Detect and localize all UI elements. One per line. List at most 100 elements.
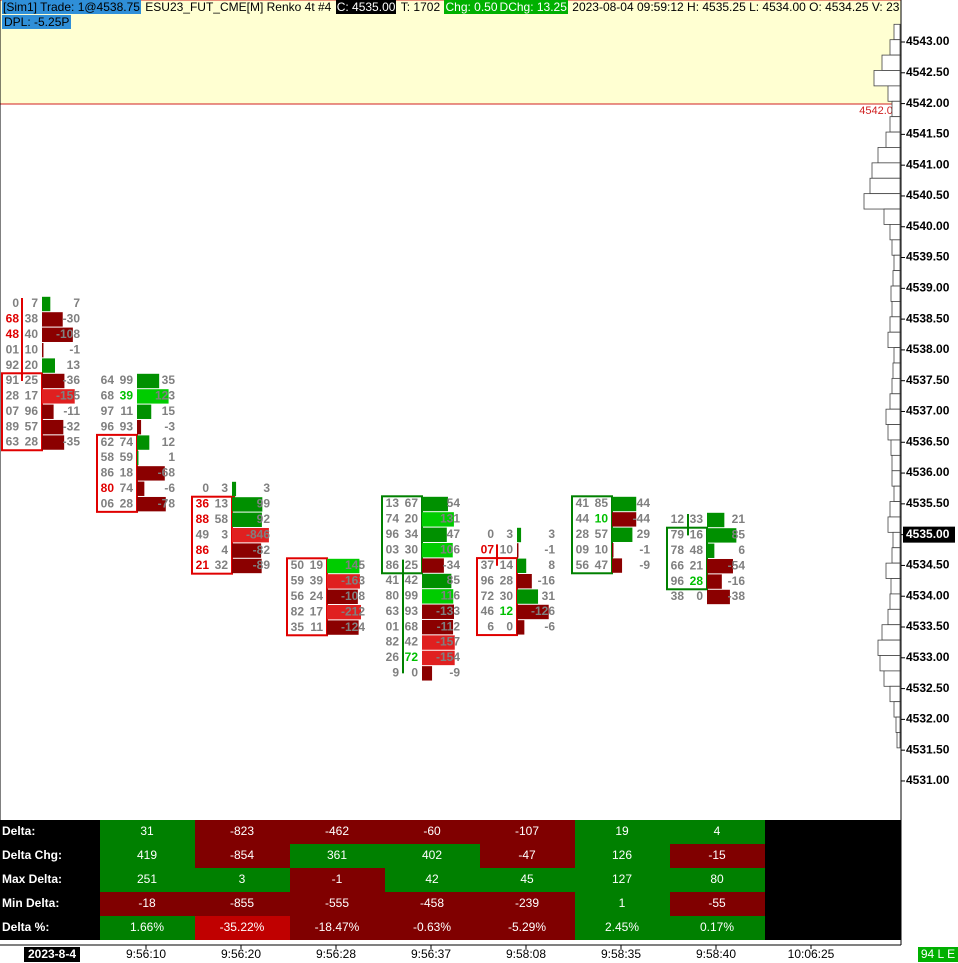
bid: 68	[6, 312, 20, 326]
volume-profile	[893, 347, 901, 364]
stats-cell	[290, 820, 385, 844]
bid: 56	[291, 589, 305, 603]
stats-value: 4	[714, 824, 721, 838]
bid: 6	[487, 620, 494, 634]
bid: 96	[481, 573, 495, 587]
delta-bar	[137, 450, 139, 466]
stats-label: Min Delta:	[2, 896, 59, 910]
delta-bar	[422, 542, 453, 558]
delta: -9	[639, 558, 650, 572]
delta-bar	[327, 604, 361, 620]
delta: 8	[548, 558, 555, 572]
volume-profile	[889, 501, 901, 518]
stats-value: 419	[137, 848, 157, 862]
volume-profile	[891, 377, 901, 395]
stats-cell	[575, 844, 670, 868]
bid: 0	[202, 481, 209, 495]
ask: 58	[215, 512, 229, 526]
delta: -89	[253, 558, 271, 572]
price-zone	[0, 0, 902, 105]
bid: 07	[6, 404, 20, 418]
time-label: 9:56:10	[126, 947, 166, 961]
bid: 96	[386, 527, 400, 541]
volume-profile	[887, 608, 901, 626]
volume-profile	[893, 701, 901, 718]
stats-value: -0.63%	[413, 920, 451, 934]
ask: 34	[405, 527, 419, 541]
stats-cell	[575, 868, 670, 892]
delta: -1	[69, 342, 80, 356]
stats-cell	[290, 892, 385, 916]
delta: -212	[341, 604, 365, 618]
volume-profile	[893, 254, 901, 272]
ask: 39	[120, 389, 134, 403]
price-label: 4536.00	[906, 465, 950, 479]
volume-profile	[889, 316, 901, 333]
change: Chg: 0.50	[444, 0, 499, 14]
volume-profile	[887, 424, 901, 441]
bid: 63	[6, 435, 20, 449]
delta: -16	[728, 574, 746, 588]
delta: 106	[440, 542, 460, 556]
delta-bar	[517, 527, 522, 543]
price-label: 4539.50	[906, 250, 950, 264]
stats-cell	[575, 916, 670, 940]
ask: 85	[595, 496, 609, 510]
bid: 09	[576, 542, 590, 556]
ask: 3	[221, 527, 228, 541]
bid: 96	[101, 419, 115, 433]
stats-cell	[480, 820, 575, 844]
info: 2023-08-04 09:59:12 H: 4535.25 L: 4534.0…	[572, 0, 900, 14]
delta-bar	[42, 419, 64, 435]
stats-value: -854	[230, 848, 254, 862]
bid: 92	[6, 358, 20, 372]
delta-bar	[707, 528, 737, 543]
price-label: 4533.00	[906, 650, 950, 664]
status: 94 L E	[918, 947, 958, 962]
volume-profile	[896, 732, 901, 749]
delta-bar	[517, 543, 519, 558]
stats-cell	[480, 892, 575, 916]
volume-profile	[891, 301, 901, 318]
price-label: 4534.50	[906, 558, 950, 572]
volume-profile	[890, 578, 901, 595]
delta: -9	[449, 666, 460, 680]
delta: 145	[345, 558, 365, 572]
stats-value: -823	[230, 824, 254, 838]
delta: -68	[158, 466, 176, 480]
delta-bar	[42, 327, 73, 342]
delta-bar	[232, 497, 263, 512]
delta-bar	[137, 419, 142, 435]
delta-bar	[137, 389, 169, 404]
volume-profile	[895, 716, 901, 733]
delta: 85	[732, 528, 746, 542]
delta: -163	[341, 574, 365, 588]
trades: T: 1702	[400, 0, 441, 14]
ask: 48	[690, 543, 704, 557]
volume-profile	[877, 639, 901, 656]
volume-profile	[873, 70, 901, 87]
delta-bar	[612, 512, 637, 527]
volume-profile	[891, 239, 901, 256]
ask: 11	[120, 404, 133, 418]
delta: -32	[63, 419, 81, 433]
bid: 46	[481, 604, 495, 618]
bid: 38	[671, 589, 685, 603]
volume-profile	[891, 454, 901, 472]
stats-value: 42	[425, 872, 439, 886]
ask: 28	[500, 573, 514, 587]
stats-cell	[385, 916, 480, 940]
delta-bar	[137, 404, 152, 419]
ask: 28	[690, 574, 704, 588]
delta-bar	[612, 558, 623, 573]
delta-bar	[42, 342, 44, 358]
delta-bar	[422, 604, 454, 619]
ask: 16	[690, 528, 704, 542]
bid: 36	[196, 497, 210, 511]
delta-bar	[232, 543, 262, 558]
stats-value: -555	[325, 896, 349, 910]
delta: 131	[440, 512, 460, 526]
ask: 28	[120, 496, 134, 510]
volume-profile	[890, 439, 901, 456]
